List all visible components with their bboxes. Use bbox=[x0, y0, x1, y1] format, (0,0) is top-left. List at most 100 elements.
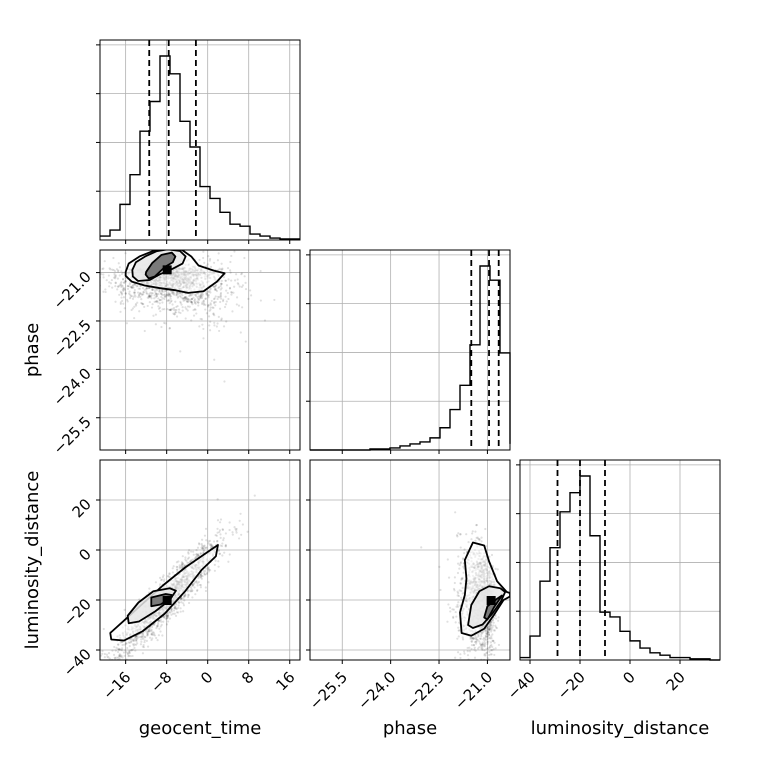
scatter-luminosity-distance-vs-geocent-time-point bbox=[178, 564, 181, 567]
scatter-phase-vs-geocent-time-point bbox=[190, 294, 193, 297]
scatter-phase-vs-geocent-time-point bbox=[112, 276, 116, 279]
scatter-luminosity-distance-vs-geocent-time-point bbox=[103, 652, 106, 656]
scatter-phase-vs-geocent-time-point bbox=[204, 297, 208, 300]
scatter-luminosity-distance-vs-phase-point bbox=[483, 652, 486, 656]
scatter-phase-vs-geocent-time-point bbox=[190, 297, 194, 301]
scatter-luminosity-distance-vs-phase-point bbox=[458, 621, 461, 624]
scatter-luminosity-distance-vs-geocent-time-point bbox=[194, 557, 197, 560]
scatter-luminosity-distance-vs-phase-point bbox=[474, 649, 477, 652]
scatter-phase-vs-geocent-time-point bbox=[225, 289, 228, 292]
scatter-luminosity-distance-vs-geocent-time-point bbox=[200, 538, 204, 541]
scatter-phase-vs-geocent-time-point bbox=[113, 270, 117, 273]
scatter-luminosity-distance-vs-geocent-time-point bbox=[209, 543, 213, 546]
scatter-luminosity-distance-vs-geocent-time-point bbox=[198, 583, 201, 587]
scatter-phase-vs-geocent-time-point bbox=[149, 295, 152, 299]
scatter-luminosity-distance-vs-geocent-time-point bbox=[143, 641, 146, 644]
scatter-luminosity-distance-vs-geocent-time-point bbox=[214, 559, 217, 562]
scatter-phase-vs-geocent-time-point bbox=[177, 292, 180, 296]
scatter-phase-vs-geocent-time-point bbox=[141, 303, 144, 306]
scatter-luminosity-distance-vs-geocent-time-point bbox=[200, 542, 203, 546]
scatter-phase-vs-geocent-time-point bbox=[207, 315, 211, 318]
scatter-phase-vs-geocent-time-point bbox=[188, 305, 191, 308]
scatter-luminosity-distance-vs-geocent-time-point bbox=[179, 607, 182, 610]
scatter-luminosity-distance-vs-geocent-time-point bbox=[177, 560, 180, 563]
scatter-phase-vs-geocent-time-point bbox=[145, 290, 148, 293]
scatter-luminosity-distance-vs-phase-point bbox=[479, 665, 481, 667]
hist-phase-frame bbox=[309, 249, 511, 451]
scatter-luminosity-distance-vs-geocent-time-point bbox=[136, 637, 139, 640]
scatter-luminosity-distance-vs-phase-point bbox=[479, 644, 483, 647]
scatter-phase-vs-geocent-time-point bbox=[202, 303, 205, 306]
scatter-luminosity-distance-vs-phase-point bbox=[474, 636, 477, 640]
scatter-luminosity-distance-vs-geocent-time-point bbox=[162, 574, 165, 577]
scatter-luminosity-distance-vs-geocent-time-point bbox=[235, 527, 238, 531]
scatter-phase-vs-geocent-time-point bbox=[190, 300, 194, 304]
scatter-luminosity-distance-vs-geocent-time-point bbox=[150, 632, 153, 636]
scatter-luminosity-distance-vs-geocent-time-point bbox=[119, 641, 122, 644]
scatter-phase-vs-geocent-time-point bbox=[199, 295, 202, 298]
scatter-luminosity-distance-vs-phase-point bbox=[457, 532, 460, 535]
scatter-luminosity-distance-vs-phase-point bbox=[459, 582, 462, 585]
scatter-luminosity-distance-vs-phase-point bbox=[455, 605, 458, 608]
scatter-luminosity-distance-vs-geocent-time-point bbox=[197, 554, 201, 557]
scatter-phase-vs-geocent-time-point bbox=[214, 300, 217, 304]
scatter-phase-vs-geocent-time-point bbox=[212, 261, 216, 264]
scatter-luminosity-distance-vs-geocent-time-point bbox=[205, 573, 208, 576]
scatter-phase-vs-geocent-time-point bbox=[143, 288, 146, 292]
scatter-luminosity-distance-vs-geocent-time-point bbox=[186, 595, 190, 599]
scatter-phase-vs-geocent-time-point bbox=[140, 302, 144, 305]
scatter-luminosity-distance-vs-phase-point bbox=[482, 636, 486, 639]
scatter-phase-vs-geocent-time-point bbox=[243, 256, 246, 260]
scatter-luminosity-distance-vs-geocent-time-point bbox=[217, 549, 220, 553]
scatter-phase-vs-geocent-time-point bbox=[131, 307, 134, 310]
scatter-phase-vs-geocent-time-point bbox=[197, 304, 200, 307]
scatter-phase-vs-geocent-time-point bbox=[193, 293, 197, 296]
scatter-phase-vs-geocent-time-point bbox=[114, 281, 117, 284]
scatter-luminosity-distance-vs-geocent-time-point bbox=[141, 632, 145, 635]
scatter-phase-vs-geocent-time-point bbox=[222, 298, 225, 301]
scatter-phase-vs-geocent-time-point bbox=[202, 299, 205, 302]
scatter-luminosity-distance-vs-geocent-time-point bbox=[171, 567, 174, 570]
scatter-phase-vs-geocent-time-point bbox=[190, 301, 193, 304]
xtick-label-phase: −24.0 bbox=[354, 668, 399, 713]
scatter-luminosity-distance-vs-phase-point bbox=[455, 615, 458, 618]
scatter-phase-vs-geocent-time-point bbox=[190, 319, 193, 322]
scatter-phase-vs-geocent-time-point bbox=[151, 288, 155, 291]
scatter-luminosity-distance-vs-phase-point bbox=[477, 647, 480, 650]
scatter-luminosity-distance-vs-geocent-time-point bbox=[197, 553, 200, 556]
xtick-label-luminosity-distance: −20 bbox=[554, 668, 589, 703]
scatter-luminosity-distance-vs-geocent-time-point bbox=[146, 632, 150, 636]
scatter-luminosity-distance-vs-geocent-time-point bbox=[126, 646, 129, 650]
hist-geocent-time-background bbox=[100, 40, 300, 240]
scatter-phase-vs-geocent-time-point bbox=[119, 302, 122, 305]
scatter-luminosity-distance-vs-geocent-time-point bbox=[157, 621, 160, 624]
scatter-luminosity-distance-vs-geocent-time-point bbox=[189, 589, 192, 592]
scatter-luminosity-distance-vs-geocent-time-point bbox=[145, 639, 148, 642]
scatter-luminosity-distance-vs-phase-point bbox=[480, 540, 483, 543]
scatter-phase-vs-geocent-time-point bbox=[113, 274, 116, 277]
scatter-luminosity-distance-vs-geocent-time-point bbox=[127, 655, 130, 658]
scatter-luminosity-distance-vs-geocent-time-point bbox=[148, 627, 151, 630]
scatter-luminosity-distance-vs-phase-point bbox=[456, 605, 460, 608]
scatter-luminosity-distance-vs-phase-point bbox=[481, 647, 484, 650]
xlabel-phase: phase bbox=[383, 718, 437, 739]
scatter-phase-vs-geocent-time-point bbox=[86, 308, 88, 310]
scatter-luminosity-distance-vs-geocent-time-point bbox=[170, 608, 173, 611]
ytick-label-phase: −21.0 bbox=[50, 268, 95, 313]
scatter-luminosity-distance-vs-geocent-time-point bbox=[182, 604, 186, 607]
scatter-phase-vs-geocent-time-point bbox=[214, 284, 217, 287]
scatter-luminosity-distance-vs-phase-point bbox=[459, 561, 463, 564]
scatter-phase-vs-geocent-time-point bbox=[236, 282, 239, 285]
scatter-phase-vs-geocent-time-point bbox=[218, 285, 221, 289]
scatter-phase-vs-geocent-time-point bbox=[201, 293, 205, 296]
scatter-phase-vs-geocent-time-point bbox=[120, 293, 124, 296]
scatter-luminosity-distance-vs-geocent-time-point bbox=[120, 640, 124, 644]
scatter-phase-vs-geocent-time-point bbox=[173, 313, 176, 316]
scatter-phase-vs-geocent-time-point bbox=[167, 294, 170, 297]
scatter-phase-vs-geocent-time-point bbox=[169, 293, 172, 296]
scatter-phase-vs-geocent-time-point bbox=[224, 279, 227, 282]
scatter-phase-vs-geocent-time-point bbox=[171, 307, 174, 310]
scatter-luminosity-distance-vs-geocent-time-point bbox=[221, 554, 224, 557]
scatter-phase-vs-geocent-time-point bbox=[247, 297, 250, 300]
